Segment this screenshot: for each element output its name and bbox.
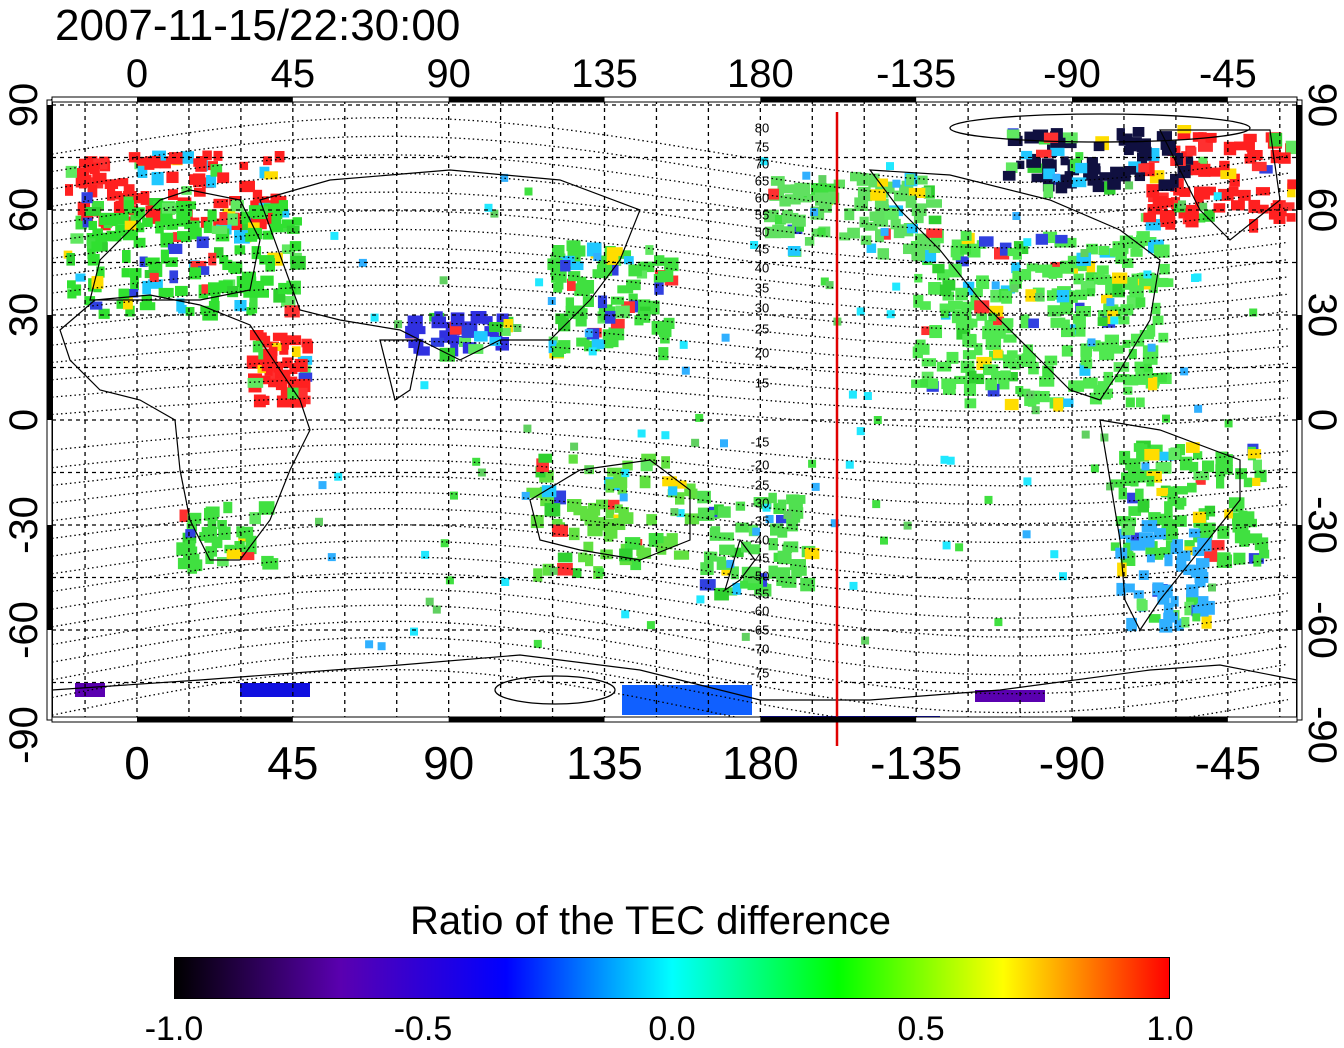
right-axis-tick-label: 30 [1300, 292, 1344, 338]
top-axis-tick-label: 90 [426, 52, 471, 96]
bottom-axis-tick-label: 90 [423, 737, 475, 789]
colorbar-tick-label: 0.5 [897, 1010, 945, 1048]
left-axis-tick-label: 30 [2, 292, 46, 338]
bottom-axis-tick-label: -45 [1194, 737, 1262, 789]
right-axis-tick-label: -60 [1300, 601, 1344, 659]
colorbar-title: Ratio of the TEC difference [410, 899, 892, 943]
right-axis-tick-label: 60 [1300, 187, 1344, 233]
contour-label: 40 [754, 260, 770, 276]
contour-label: -45 [750, 550, 770, 566]
top-axis-tick-label: -90 [1043, 52, 1101, 96]
colorbar-tick-label: -1.0 [144, 1010, 204, 1048]
contour-label: 70 [754, 156, 770, 172]
left-axis-tick-label: -60 [2, 601, 46, 659]
contour-label: 35 [754, 280, 770, 296]
right-axis-tick-label: -90 [1300, 706, 1344, 764]
contour-label: -20 [750, 457, 770, 473]
patch-argentina [1115, 520, 1218, 633]
patch-south-america [1110, 440, 1270, 568]
contour-label: -70 [750, 641, 770, 657]
patch-alaska [764, 171, 943, 263]
patch-antarctica [62, 725, 1301, 751]
colorbar [174, 957, 1170, 999]
colorbar-tick-label: 0.0 [648, 1010, 696, 1048]
contour-label: -35 [750, 513, 770, 529]
contour-label: 60 [754, 190, 770, 206]
bottom-axis-tick-label: -135 [870, 737, 963, 789]
colorbar-tick-label: -0.5 [393, 1010, 453, 1048]
contour-label: 20 [754, 345, 770, 361]
top-axis-tick-label: 45 [270, 52, 316, 96]
map-title: 2007-11-15/22:30:00 [55, 1, 461, 50]
bottom-axis-tick-label: -90 [1038, 737, 1106, 789]
tec-data-patches [62, 125, 1301, 751]
contour-label: -30 [750, 495, 770, 511]
patch-arctic-canada [1002, 125, 1194, 199]
contour-label: 50 [754, 224, 770, 240]
right-axis-tick-label: -30 [1300, 496, 1344, 554]
map-frame [46, 96, 1303, 723]
top-axis-tick-label: 180 [726, 52, 794, 96]
patch-north-america [910, 230, 1174, 412]
patch-scattered [315, 152, 1258, 651]
contour-label: -15 [750, 434, 770, 450]
contour-label: -65 [750, 622, 770, 638]
right-axis-tick-label: 0 [1300, 408, 1344, 432]
patch-south-asia [405, 311, 514, 362]
contour-label: -50 [750, 568, 770, 584]
bottom-axis-tick-label: 135 [566, 737, 643, 789]
bottom-axis-tick-label: 180 [721, 737, 799, 789]
contour-label: 15 [754, 375, 770, 391]
left-axis-tick-label: -90 [2, 706, 46, 764]
top-axis-tick-label: 0 [125, 52, 149, 96]
left-axis-tick-label: 90 [2, 82, 46, 128]
bottom-axis-tick-label: 45 [267, 737, 319, 789]
coastlines [52, 129, 1297, 701]
contour-label: 30 [754, 300, 770, 316]
contour-label: 75 [754, 139, 770, 155]
top-axis-tick-label: -135 [876, 52, 957, 96]
top-axis-tick-label: -45 [1198, 52, 1257, 96]
contour-label: -55 [750, 586, 770, 602]
left-axis-tick-label: 60 [2, 187, 46, 233]
left-axis-tick-label: -30 [2, 496, 46, 554]
contour-label: -75 [750, 665, 770, 681]
contour-label: -60 [750, 603, 770, 619]
contour-label: -40 [750, 532, 770, 548]
contour-label: 55 [754, 207, 770, 223]
top-axis-tick-label: 135 [571, 52, 638, 96]
map-grid [52, 100, 1297, 718]
bottom-axis-tick-label: 0 [124, 737, 150, 789]
contour-label: -25 [750, 477, 770, 493]
left-axis-tick-label: 0 [2, 408, 46, 432]
contour-label: 65 [754, 173, 770, 189]
contour-label: 45 [754, 241, 770, 257]
patch-east-asia [547, 240, 679, 361]
contour-label: 80 [754, 120, 770, 136]
contour-label: 25 [754, 321, 770, 337]
colorbar-tick-label: 1.0 [1146, 1010, 1194, 1048]
right-axis-tick-label: 90 [1300, 82, 1344, 128]
